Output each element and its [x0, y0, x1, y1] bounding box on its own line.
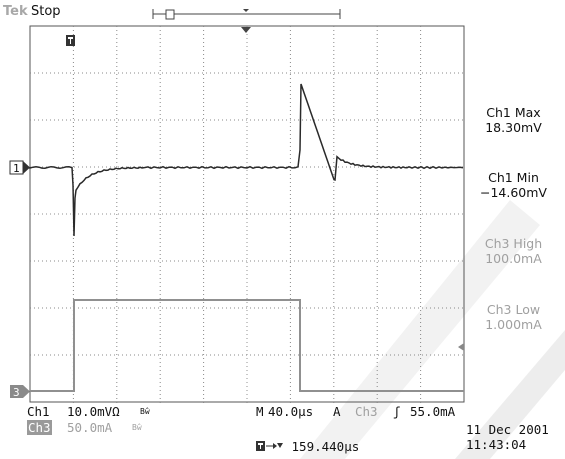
trigger-position-icon [66, 35, 75, 46]
measurement-name: Ch1 Min [488, 170, 539, 185]
measurement-ch3-high: Ch3 High 100.0mA [466, 236, 561, 266]
ch3-bw-limit: Bŵ [132, 423, 142, 432]
measurement-ch1-max: Ch1 Max 18.30mV [466, 105, 561, 135]
ch3-scale: 50.0mA [67, 420, 113, 435]
trigger-delay-readout: 159.440µs [256, 440, 359, 454]
measurement-name: Ch1 Max [486, 105, 541, 120]
ch1-bw-limit: Bŵ [140, 407, 150, 416]
time: 11:43:04 [466, 437, 527, 452]
timebase-m-label: M [256, 404, 264, 419]
watermark [300, 200, 565, 459]
trigger-source: Ch3 [355, 404, 378, 419]
measurement-value: −14.60mV [480, 185, 547, 200]
measurement-value: 1.000mA [485, 317, 542, 332]
measurement-name: Ch3 Low [486, 302, 541, 317]
measurement-value: 18.30mV [485, 120, 542, 135]
measurement-value: 100.0mA [485, 251, 542, 266]
measurement-ch3-low: Ch3 Low 1.000mA [466, 302, 561, 332]
ch3-ground-marker: 3 [10, 385, 30, 399]
acquisition-status: Stop [31, 4, 61, 19]
ch1-scale: 10.0mVΩ [67, 404, 120, 419]
svg-text:1: 1 [13, 162, 20, 175]
trigger-time-marker [241, 27, 251, 33]
date: 11 Dec 2001 [466, 422, 549, 437]
trigger-level: 55.0mA [410, 404, 456, 419]
ch1-waveform [29, 83, 464, 237]
timebase-horizontal: 40.0µs [268, 404, 314, 419]
measurement-ch1-min: Ch1 Min −14.60mV [466, 170, 561, 200]
trigger-level-marker [458, 343, 464, 351]
trigger-delay: 159.440µs [291, 439, 360, 454]
graticule-grid [30, 26, 464, 403]
ch3-label: Ch3 [27, 420, 52, 435]
measurement-name: Ch3 High [484, 236, 543, 251]
brand-logo: Tek [3, 4, 28, 19]
trigger-delay-icon [256, 441, 283, 451]
trigger-slope-icon: ʃ [393, 404, 401, 419]
ch3-waveform [30, 299, 464, 392]
trigger-mode: A [333, 404, 341, 419]
ch1-ground-marker: 1 [9, 160, 30, 175]
svg-text:3: 3 [13, 386, 20, 399]
ch1-label: Ch1 [27, 404, 50, 419]
record-view-bar [152, 9, 341, 20]
